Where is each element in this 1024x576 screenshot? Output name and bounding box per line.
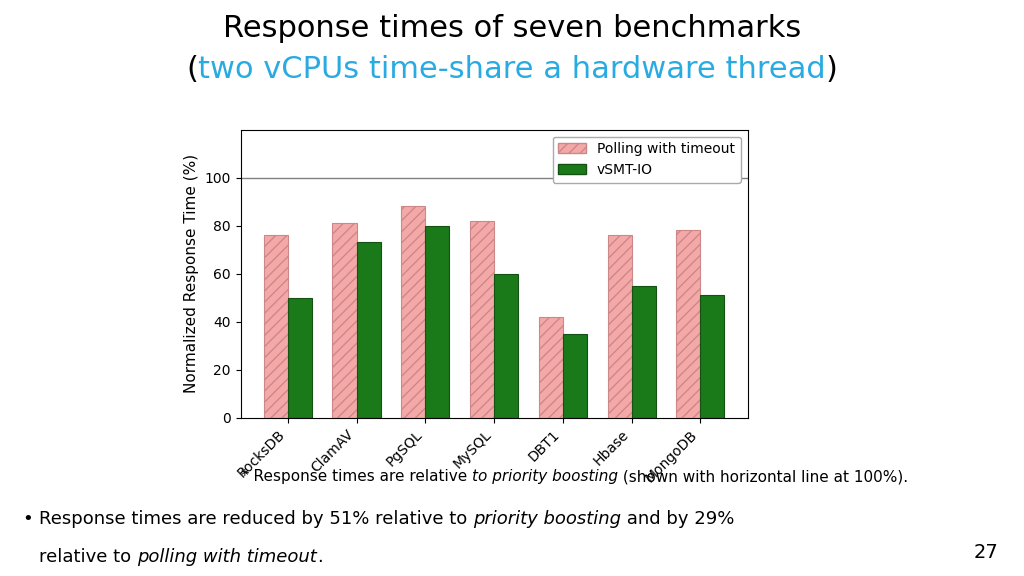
Bar: [288, 298, 312, 418]
Legend: Polling with timeout, vSMT-IO: Polling with timeout, vSMT-IO: [553, 137, 740, 183]
Text: (: (: [186, 55, 199, 84]
Text: Response times of seven benchmarks: Response times of seven benchmarks: [223, 14, 801, 43]
Bar: [539, 317, 563, 418]
Bar: [401, 206, 425, 418]
Y-axis label: Normalized Response Time (%): Normalized Response Time (%): [184, 154, 199, 393]
Text: .: .: [316, 548, 323, 566]
Text: Response times are reduced by 51% relative to: Response times are reduced by 51% relati…: [39, 510, 473, 528]
Bar: [425, 226, 450, 418]
Bar: [264, 235, 288, 418]
Text: and by 29%: and by 29%: [621, 510, 734, 528]
Text: * Response times are relative: * Response times are relative: [241, 469, 472, 484]
Bar: [563, 334, 587, 418]
Bar: [333, 223, 356, 418]
Bar: [356, 242, 381, 418]
Bar: [607, 235, 632, 418]
Text: relative to: relative to: [39, 548, 137, 566]
Bar: [676, 230, 700, 418]
Text: two vCPUs time-share a hardware thread: two vCPUs time-share a hardware thread: [199, 55, 825, 84]
Text: to priority boosting: to priority boosting: [472, 469, 617, 484]
Text: ): ): [825, 55, 838, 84]
Text: priority boosting: priority boosting: [473, 510, 621, 528]
Bar: [470, 221, 495, 418]
Text: •: •: [23, 510, 39, 528]
Text: polling with timeout: polling with timeout: [137, 548, 316, 566]
Bar: [632, 286, 655, 418]
Bar: [495, 274, 518, 418]
Bar: [700, 295, 725, 418]
Text: (shown with horizontal line at 100%).: (shown with horizontal line at 100%).: [617, 469, 908, 484]
Text: 27: 27: [974, 543, 998, 562]
